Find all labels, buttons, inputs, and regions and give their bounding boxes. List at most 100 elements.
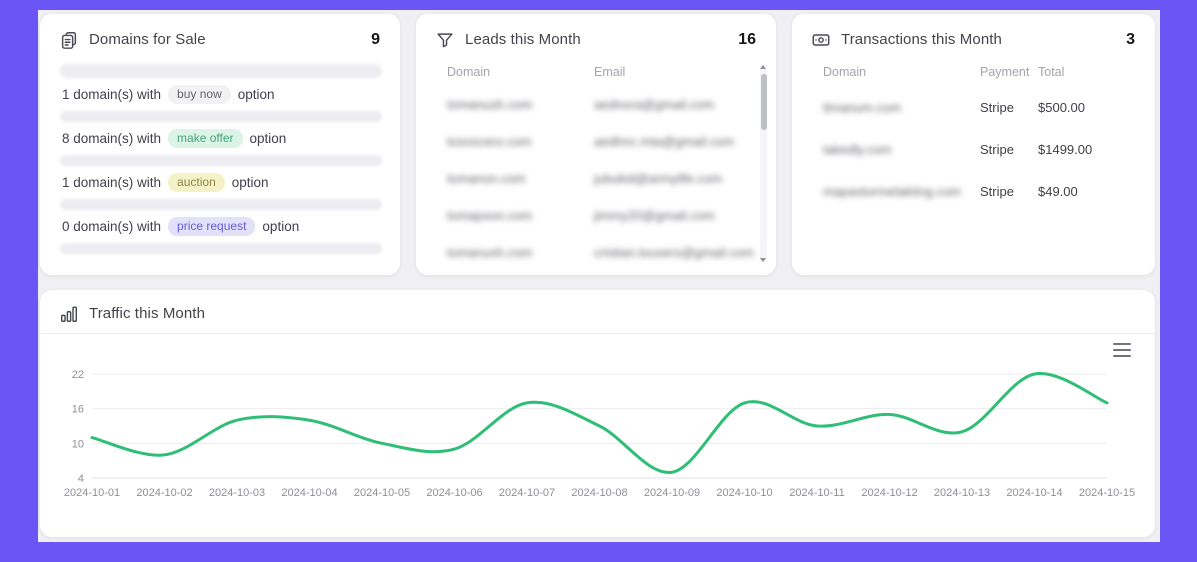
y-axis-tick-label: 16 [72, 404, 84, 416]
option-badge: auction [168, 172, 225, 193]
lead-domain-redacted: tomanon.com [447, 171, 526, 186]
lead-domain-redacted: tososcero.com [447, 134, 532, 149]
transaction-domain-redacted: mapastormelakting.com [823, 183, 961, 199]
lead-domain-redacted: tomanush.com [447, 97, 533, 112]
card-title: Domains for Sale [89, 31, 206, 48]
item-suffix-text: option [231, 175, 269, 190]
column-header-payment: Payment [980, 65, 1030, 79]
x-axis-tick-label: 2024-10-03 [209, 487, 265, 499]
x-axis-tick-label: 2024-10-02 [136, 487, 192, 499]
option-badge: price request [168, 216, 256, 237]
banknote-icon [810, 29, 831, 50]
card-title: Leads this Month [465, 31, 581, 48]
column-header-domain: Domain [447, 65, 491, 79]
scroll-up-icon[interactable] [760, 65, 766, 69]
lead-domain-redacted: tomapson.com [447, 208, 533, 223]
card-count: 16 [738, 30, 756, 48]
scroll-down-icon[interactable] [760, 258, 766, 262]
blurred-stripe [60, 243, 382, 254]
x-axis-tick-label: 2024-10-08 [571, 487, 627, 499]
transaction-total: $500.00 [1038, 99, 1085, 115]
x-axis-tick-label: 2024-10-07 [499, 487, 555, 499]
blurred-stripe [60, 64, 382, 78]
funnel-icon [434, 29, 455, 50]
table-row: tomanush.com cristian.tousers@gmail.com [416, 234, 776, 271]
y-axis-tick-label: 4 [78, 473, 84, 485]
transaction-total: $49.00 [1038, 183, 1078, 199]
table-row: tososcero.com aedhnc.mta@gmail.com [416, 123, 776, 160]
lead-email-redacted: jubukid@armylife.com [594, 171, 723, 186]
item-prefix-text: 1 domain(s) with [62, 87, 162, 102]
item-suffix-text: option [237, 87, 275, 102]
leads-scrollbar[interactable] [760, 64, 767, 263]
transactions-table-header: Domain Payment Total [792, 58, 1155, 86]
card-count: 3 [1126, 30, 1135, 48]
traffic-card-header: Traffic this Month [40, 290, 1155, 334]
hamburger-menu-icon[interactable] [1113, 343, 1131, 357]
x-axis-tick-label: 2024-10-06 [426, 487, 482, 499]
lead-email-redacted: aednora@gmail.com [594, 97, 715, 112]
list-item: 0 domain(s) with price request option [58, 210, 384, 243]
bar-chart-icon [58, 303, 79, 324]
table-row: takedly.com Stripe $1499.00 [792, 128, 1155, 170]
leads-card: Leads this Month 16 Domain Email tomanus… [416, 14, 776, 275]
item-prefix-text: 8 domain(s) with [62, 131, 162, 146]
transaction-domain-redacted: timanum.com [823, 99, 902, 115]
lead-email-redacted: cristian.tousers@gmail.com [594, 245, 754, 260]
transaction-total: $1499.00 [1038, 141, 1093, 157]
option-badge: buy now [168, 84, 231, 105]
traffic-card: Traffic this Month 4 10 16 22 2024-10-01 2024… [40, 290, 1155, 537]
card-title: Traffic this Month [89, 305, 206, 322]
x-axis-tick-label: 2024-10-14 [1006, 487, 1062, 499]
item-prefix-text: 1 domain(s) with [62, 175, 162, 190]
domains-list: 1 domain(s) with buy now option 8 domain(s)… [58, 64, 384, 254]
leads-table-header: Domain Email [416, 58, 776, 86]
leads-card-header: Leads this Month 16 [416, 14, 776, 58]
item-suffix-text: option [262, 219, 300, 234]
x-axis-tick-label: 2024-10-11 [789, 487, 844, 499]
dashboard-page: Domains for Sale 9 1 domain(s) with buy n… [38, 10, 1160, 542]
list-item: 1 domain(s) with buy now option [58, 78, 384, 111]
domains-card-header: Domains for Sale 9 [40, 14, 400, 58]
table-row: tomapson.com jimmy20@gmail.com [416, 197, 776, 234]
table-row: tomanush.com aednora@gmail.com [416, 86, 776, 123]
x-axis-tick-label: 2024-10-05 [354, 487, 410, 499]
domains-for-sale-card: Domains for Sale 9 1 domain(s) with buy n… [40, 14, 400, 275]
traffic-series-line [90, 372, 1109, 474]
column-header-total: Total [1038, 65, 1065, 79]
blurred-stripe [60, 111, 382, 122]
item-prefix-text: 0 domain(s) with [62, 219, 162, 234]
list-item: 8 domain(s) with make offer option [58, 122, 384, 155]
y-axis-tick-label: 10 [72, 438, 84, 450]
x-axis-tick-label: 2024-10-01 [64, 487, 120, 499]
x-axis-tick-label: 2024-10-09 [644, 487, 700, 499]
transaction-domain-redacted: takedly.com [823, 141, 892, 157]
card-count: 9 [371, 30, 380, 48]
scrollbar-thumb[interactable] [760, 74, 767, 130]
leads-rows: tomanush.com aednora@gmail.com tososcero.c… [416, 86, 776, 271]
blurred-stripe [60, 199, 382, 210]
x-axis-tick-label: 2024-10-15 [1079, 487, 1135, 499]
column-header-domain: Domain [823, 65, 867, 79]
table-row: mapastormelakting.com Stripe $49.00 [792, 170, 1155, 212]
table-row: timanum.com Stripe $500.00 [792, 86, 1155, 128]
summary-cards-row: Domains for Sale 9 1 domain(s) with buy n… [40, 14, 1155, 275]
traffic-line-chart: 4 10 16 22 2024-10-01 2024-10-02 2024-10-03 202… [64, 369, 1135, 499]
documents-icon [58, 29, 79, 50]
payment-method: Stripe [980, 183, 1014, 199]
x-axis-tick-label: 2024-10-10 [716, 487, 772, 499]
x-axis-tick-label: 2024-10-13 [934, 487, 990, 499]
column-header-email: Email [594, 65, 626, 79]
transactions-card-header: Transactions this Month 3 [792, 14, 1155, 58]
card-title: Transactions this Month [841, 31, 1002, 48]
x-axis-tick-label: 2024-10-04 [281, 487, 337, 499]
x-axis-tick-label: 2024-10-12 [861, 487, 917, 499]
lead-email-redacted: jimmy20@gmail.com [594, 208, 715, 223]
y-axis-tick-label: 22 [72, 369, 84, 381]
table-row: tomanon.com jubukid@armylife.com [416, 160, 776, 197]
lead-domain-redacted: tomanush.com [447, 245, 533, 260]
blurred-stripe [60, 155, 382, 166]
list-item: 1 domain(s) with auction option [58, 166, 384, 199]
option-badge: make offer [168, 128, 243, 149]
